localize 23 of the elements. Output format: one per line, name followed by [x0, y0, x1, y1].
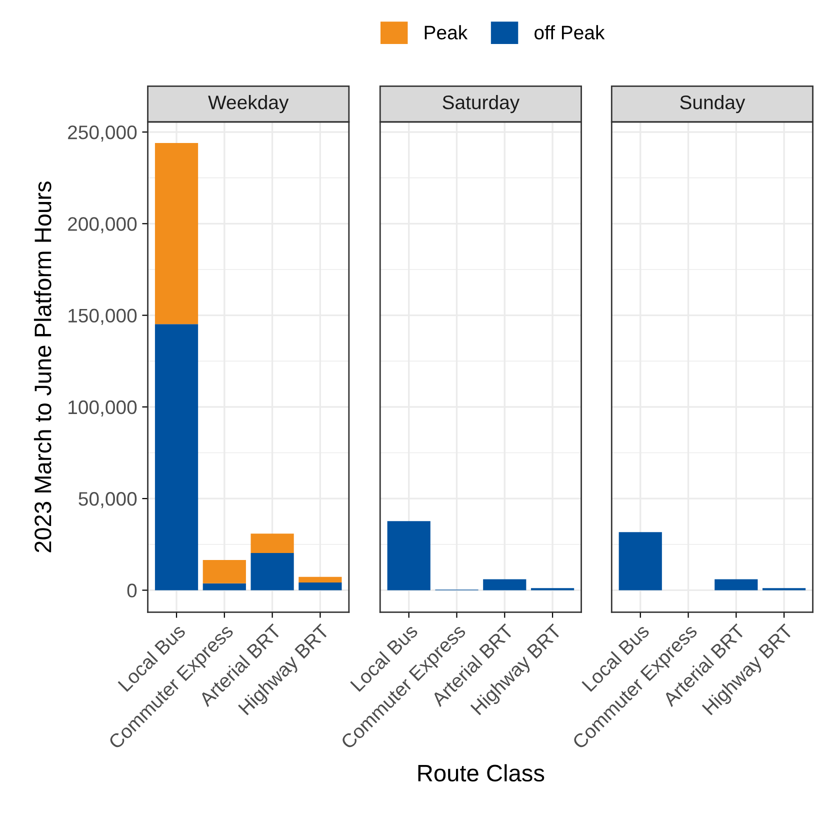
legend-label: Peak [424, 25, 468, 40]
chart-title: Saturday [442, 94, 520, 114]
bar [298, 576, 342, 582]
bar [202, 583, 246, 590]
y-tick-label: 100,000 [68, 400, 137, 416]
y-tick-label: 250,000 [68, 126, 137, 142]
x-axis-title: Route Class [418, 764, 544, 782]
chart-title: Sunday [680, 94, 746, 114]
legend-label: off Peak [534, 25, 605, 40]
y-tick-label: 0 [127, 584, 137, 598]
bar [202, 560, 246, 584]
chart-title: Weekday [208, 94, 289, 114]
bar [483, 579, 526, 590]
y-tick-label: 150,000 [68, 308, 137, 325]
y-axis-title: 2023 March to June Platform Hours [34, 182, 52, 552]
bar [250, 534, 294, 553]
bar [387, 521, 430, 590]
y-tick-label: 200,000 [68, 217, 137, 234]
bar [250, 552, 294, 590]
bar [298, 582, 342, 590]
bar [154, 143, 198, 324]
bar [154, 324, 198, 590]
y-tick-label: 50,000 [78, 492, 137, 508]
